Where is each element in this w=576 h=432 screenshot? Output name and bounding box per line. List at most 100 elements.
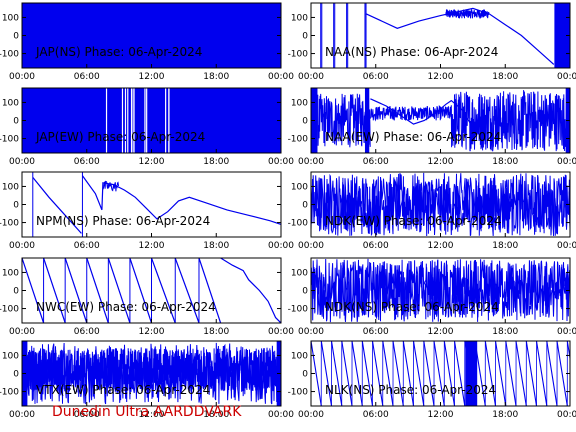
series-line: [433, 341, 445, 406]
phase-panel-4: 100 0 -100 00:00 06:00 12:00 18:00 00:00 NPM(NS)…: [0, 171, 294, 251]
series-line: [535, 341, 548, 406]
trace-group: [311, 258, 570, 323]
series-line: [351, 341, 363, 406]
y-tick-label: -100: [288, 305, 309, 315]
x-tick-label: 12:00: [428, 72, 454, 82]
x-tick-label: 12:00: [428, 410, 454, 420]
x-tick-label: 06:00: [363, 157, 389, 167]
panel-title: NLK(NS) Phase: 06-Apr-2024: [325, 383, 496, 397]
trace-group: [311, 341, 570, 406]
series-line: [515, 341, 527, 406]
x-tick-label: 00:00: [557, 327, 576, 337]
series-line: [150, 258, 176, 323]
x-tick-label: 18:00: [492, 157, 518, 167]
y-tick-label: -100: [288, 219, 309, 229]
y-tick-label: 100: [2, 98, 19, 108]
series-line: [22, 342, 281, 405]
panel-title: NPM(NS) Phase: 06-Apr-2024: [36, 214, 210, 228]
y-tick-label: -100: [288, 388, 309, 398]
x-tick-label: 18:00: [203, 410, 229, 420]
x-tick-label: 12:00: [428, 157, 454, 167]
gap: [130, 88, 133, 153]
y-tick-label: 0: [13, 201, 19, 211]
series-line: [32, 177, 82, 234]
y-tick-label: -100: [0, 388, 19, 398]
x-tick-label: 00:00: [557, 410, 576, 420]
series-line: [556, 341, 568, 406]
series-line: [311, 177, 570, 232]
x-tick-label: 00:00: [268, 157, 294, 167]
series-line: [505, 341, 517, 406]
y-tick-label: 0: [13, 287, 19, 297]
x-tick-label: 00:00: [268, 410, 294, 420]
x-tick-label: 18:00: [203, 327, 229, 337]
x-tick-label: 06:00: [74, 327, 100, 337]
saturated-block: [22, 3, 281, 68]
y-tick-label: 0: [302, 32, 308, 42]
phase-panel-7: 100 0 -100 00:00 06:00 12:00 18:00 00:00 NDK(NS)…: [288, 257, 576, 337]
series-line: [494, 341, 507, 406]
series-line: [330, 341, 343, 406]
x-tick-label: 00:00: [298, 157, 324, 167]
series-line: [566, 341, 570, 362]
series-line: [365, 7, 555, 65]
y-tick-label: 100: [291, 182, 308, 192]
series-line: [174, 258, 200, 323]
series-line: [443, 341, 456, 406]
y-tick-label: 100: [2, 268, 19, 278]
x-tick-label: 00:00: [298, 72, 324, 82]
y-tick-label: 0: [302, 370, 308, 380]
y-tick-label: 100: [291, 13, 308, 23]
y-tick-label: -100: [0, 135, 19, 145]
trace-group: [22, 258, 281, 323]
panel-title: VTX(EW) Phase: 06-Apr-2024: [36, 383, 210, 397]
y-tick-label: 100: [291, 98, 308, 108]
x-tick-label: 06:00: [363, 410, 389, 420]
gap: [121, 88, 124, 153]
series-line: [81, 175, 281, 225]
panel-title: NAA(EW) Phase: 06-Apr-2024: [325, 130, 501, 144]
x-tick-label: 00:00: [268, 327, 294, 337]
series-line: [369, 105, 452, 122]
x-tick-label: 00:00: [9, 327, 35, 337]
y-tick-label: -100: [288, 50, 309, 60]
x-tick-label: 06:00: [74, 410, 100, 420]
x-tick-label: 06:00: [363, 72, 389, 82]
saturated-block: [465, 341, 478, 406]
y-tick-label: 100: [291, 351, 308, 361]
gap: [133, 88, 135, 153]
x-tick-label: 06:00: [74, 241, 100, 251]
phase-panel-6: 100 0 -100 00:00 06:00 12:00 18:00 00:00 NWC(EW)…: [0, 257, 294, 337]
y-tick-label: 0: [302, 287, 308, 297]
x-tick-label: 18:00: [203, 72, 229, 82]
y-tick-label: -100: [288, 135, 309, 145]
x-tick-label: 00:00: [298, 327, 324, 337]
phase-panel-3: 100 0 -100 00:00 06:00 12:00 18:00 00:00 NAA(EW)…: [288, 87, 576, 167]
series-line: [107, 258, 131, 323]
panel-title: NDK(NS) Phase: 06-Apr-2024: [325, 300, 499, 314]
phase-panel-9: 100 0 -100 00:00 06:00 12:00 18:00 00:00 NLK(NS)…: [288, 340, 576, 420]
saturated-block: [364, 88, 370, 153]
x-tick-label: 12:00: [428, 241, 454, 251]
trace-group: [22, 3, 281, 68]
series-line: [361, 341, 374, 406]
phase-panel-8: 100 0 -100 00:00 06:00 12:00 18:00 00:00 VTX(EW)…: [0, 340, 294, 420]
series-line: [382, 341, 394, 406]
series-line: [320, 341, 333, 406]
x-tick-label: 18:00: [203, 241, 229, 251]
gap: [146, 88, 148, 153]
y-tick-label: 100: [2, 351, 19, 361]
saturated-block: [554, 3, 570, 68]
trace-group: [32, 172, 281, 237]
y-tick-label: 0: [13, 370, 19, 380]
series-line: [453, 341, 466, 406]
panel-title: JAP(EW) Phase: 06-Apr-2024: [35, 130, 205, 144]
phase-panel-5: 100 0 -100 00:00 06:00 12:00 18:00 00:00 NDK(EW)…: [288, 171, 576, 251]
trace-group: [320, 3, 570, 68]
y-tick-label: -100: [0, 219, 19, 229]
x-tick-label: 18:00: [492, 327, 518, 337]
x-tick-label: 00:00: [298, 410, 324, 420]
x-tick-label: 00:00: [557, 241, 576, 251]
trace-group: [311, 172, 570, 237]
